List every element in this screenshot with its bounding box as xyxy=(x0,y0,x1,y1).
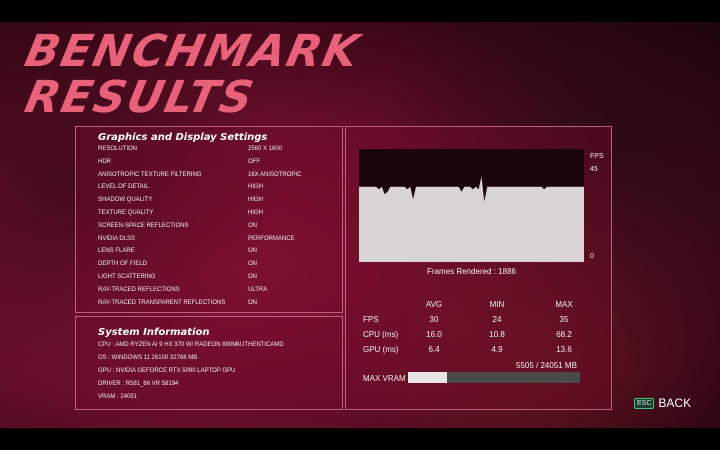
setting-label: DEPTH OF FIELD xyxy=(98,261,148,268)
setting-label: TEXTURE QUALITY xyxy=(98,210,154,216)
vram-bar xyxy=(408,372,580,383)
setting-label: LEVEL OF DETAIL xyxy=(98,184,149,191)
graphics-settings-panel: Graphics and Display Settings RESOLUTION… xyxy=(75,126,343,313)
fps-area xyxy=(359,176,584,262)
gpu-info: GPU : NVIDIA GEFORCE RTX 5090 LAPTOP GPU xyxy=(98,368,236,374)
setting-label: SCREEN-SPACE REFLECTIONS xyxy=(98,222,189,229)
setting-row: HDR OFF xyxy=(98,159,338,165)
cpu-info: CPU : AMD RYZEN AI 9 HX 370 W/ RADEON 89… xyxy=(98,342,238,348)
stats-header: MAX xyxy=(555,300,573,309)
setting-value: HIGH xyxy=(248,184,263,191)
setting-row: SCREEN-SPACE REFLECTIONS ON xyxy=(98,223,338,229)
title-line2: RESULTS xyxy=(20,72,260,123)
stats-value: 6.4 xyxy=(428,345,440,354)
setting-row: NVIDIA DLSS PERFORMANCE xyxy=(98,236,338,242)
setting-value: OFF xyxy=(248,158,260,165)
setting-row: LIGHT SCATTERING ON xyxy=(98,274,338,280)
os-info: OS : WINDOWS 11 26100 32768 MB xyxy=(98,355,198,361)
cpu-vendor: AUTHENTICAMD xyxy=(236,342,284,348)
vram-text: 5505 / 24051 MB xyxy=(516,361,577,370)
stats-value: 13.6 xyxy=(556,345,572,354)
driver-info: DRIVER : R581_66 VR 58194 xyxy=(98,381,179,387)
setting-value: ON xyxy=(248,222,257,229)
setting-row: RAY-TRACED TRANSPARENT REFLECTIONS ON xyxy=(98,300,338,306)
back-button[interactable]: ESC BACK xyxy=(634,396,691,410)
setting-value: ON xyxy=(248,274,257,280)
fps-graph xyxy=(359,149,584,262)
graph-unit-label: FPS xyxy=(590,153,604,160)
setting-row: LEVEL OF DETAIL HIGH xyxy=(98,184,338,190)
title-line1: BENCHMARK xyxy=(20,26,365,77)
stats-row-label: FPS xyxy=(363,315,379,324)
setting-label: RAY-TRACED TRANSPARENT REFLECTIONS xyxy=(98,299,226,306)
stats-row-label: GPU (ms) xyxy=(363,345,399,354)
setting-row: LENS FLARE ON xyxy=(98,248,338,254)
stats-value: 30 xyxy=(429,315,439,324)
setting-value: ON xyxy=(248,299,257,306)
esc-key-icon: ESC xyxy=(634,397,655,409)
setting-value: PERFORMANCE xyxy=(248,235,295,242)
stats-header: MIN xyxy=(489,300,505,309)
setting-row: RAY-TRACED REFLECTIONS ULTRA xyxy=(98,287,338,293)
stats-value: 68.2 xyxy=(556,330,572,339)
setting-row: ANISOTROPIC TEXTURE FILTERING 16X ANISOTR… xyxy=(98,172,338,178)
system-info-panel: System Information CPU : AMD RYZEN AI 9 … xyxy=(75,316,343,410)
setting-row: TEXTURE QUALITY HIGH xyxy=(98,210,338,216)
stats-value: 10.8 xyxy=(489,330,505,339)
frames-rendered: Frames Rendered : 1886 xyxy=(427,267,516,276)
performance-panel: FPS 45 0 Frames Rendered : 1886 AVG MIN MA… xyxy=(345,126,612,410)
setting-value: ON xyxy=(248,248,257,255)
setting-value: HIGH xyxy=(248,210,263,216)
setting-label: RESOLUTION xyxy=(98,146,138,152)
graphics-heading: Graphics and Display Settings xyxy=(98,132,268,143)
setting-label: LIGHT SCATTERING xyxy=(98,274,156,280)
setting-value: ON xyxy=(248,261,257,268)
back-label: BACK xyxy=(658,396,692,410)
setting-label: ANISOTROPIC TEXTURE FILTERING xyxy=(98,171,202,178)
setting-row: SHADOW QUALITY HIGH xyxy=(98,197,338,203)
setting-label: RAY-TRACED REFLECTIONS xyxy=(98,286,180,293)
setting-label: LENS FLARE xyxy=(98,248,135,255)
stats-value: 4.9 xyxy=(491,345,503,354)
setting-value: HIGH xyxy=(248,197,263,204)
setting-value: ULTRA xyxy=(248,286,268,293)
vram-label: MAX VRAM xyxy=(363,374,406,383)
stats-value: 16.0 xyxy=(426,330,442,339)
stats-value: 35 xyxy=(559,315,569,324)
vram-info: VRAM : 24051 xyxy=(98,394,138,400)
stats-header: AVG xyxy=(425,300,443,309)
setting-value: 2560 X 1600 xyxy=(248,146,283,152)
graph-min-label: 0 xyxy=(590,253,594,260)
stats-value: 24 xyxy=(492,315,502,324)
setting-label: HDR xyxy=(98,158,111,165)
vram-bar-fill xyxy=(408,372,448,383)
setting-label: SHADOW QUALITY xyxy=(98,197,153,204)
setting-label: NVIDIA DLSS xyxy=(98,235,136,242)
system-heading: System Information xyxy=(98,327,210,338)
graph-max-label: 45 xyxy=(590,166,598,173)
setting-row: RESOLUTION 2560 X 1600 xyxy=(98,146,338,152)
stats-row-label: CPU (ms) xyxy=(363,330,399,339)
setting-row: DEPTH OF FIELD ON xyxy=(98,261,338,267)
setting-value: 16X ANISOTROPIC xyxy=(248,171,302,178)
